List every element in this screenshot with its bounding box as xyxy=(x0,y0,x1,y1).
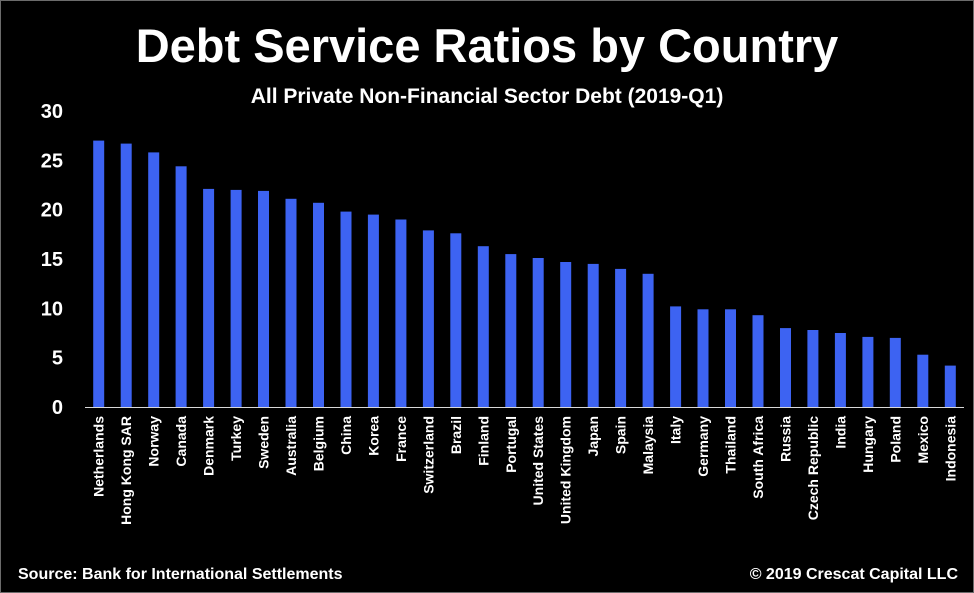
y-tick-label: 5 xyxy=(52,348,63,370)
x-tick-label: South Africa xyxy=(750,416,766,499)
bar-india xyxy=(834,333,846,407)
x-tick-label: Germany xyxy=(695,416,711,477)
bar-mexico xyxy=(917,354,929,407)
y-tick-label: 20 xyxy=(41,200,63,222)
x-tick-label: Italy xyxy=(668,416,684,444)
bar-australia xyxy=(285,198,297,407)
x-tick-label: Portugal xyxy=(503,416,519,473)
bar-poland xyxy=(889,337,901,407)
copyright-note: © 2019 Crescat Capital LLC xyxy=(749,566,958,583)
y-tick-label: 10 xyxy=(41,298,63,320)
bar-china xyxy=(340,211,352,407)
bar-spain xyxy=(615,268,627,407)
x-tick-label: Switzerland xyxy=(420,416,436,494)
bar-czech-republic xyxy=(807,330,819,407)
x-tick-label: Thailand xyxy=(723,416,739,474)
bar-united-states xyxy=(532,258,544,407)
bar-hungary xyxy=(862,336,874,407)
bar-korea xyxy=(367,214,379,407)
x-tick-label: Finland xyxy=(475,416,491,466)
x-tick-label: India xyxy=(832,416,848,449)
bar-thailand xyxy=(725,309,736,407)
x-tick-label: Canada xyxy=(173,416,189,467)
x-tick-label: Hong Kong SAR xyxy=(118,416,134,525)
x-tick-label: Japan xyxy=(585,416,601,456)
x-tick-label: United States xyxy=(530,416,546,506)
x-tick-label: Brazil xyxy=(448,416,464,454)
x-tick-label: Malaysia xyxy=(640,416,656,475)
bar-norway xyxy=(148,152,160,407)
bar-netherlands xyxy=(93,140,105,407)
bar-russia xyxy=(780,328,791,407)
x-tick-label: France xyxy=(393,416,409,462)
x-tick-label: Norway xyxy=(146,416,162,467)
y-tick-label: 0 xyxy=(52,397,63,419)
y-tick-label: 30 xyxy=(41,101,63,123)
x-tick-label: Czech Republic xyxy=(805,416,821,520)
x-tick-label: Poland xyxy=(887,416,903,463)
x-tick-label: Denmark xyxy=(201,416,217,476)
bar-brazil xyxy=(450,233,462,407)
bars xyxy=(93,140,956,407)
x-tick-label: Indonesia xyxy=(942,416,958,482)
bar-germany xyxy=(697,309,709,407)
x-tick-label: Korea xyxy=(365,416,381,456)
bar-france xyxy=(395,219,407,407)
bar-japan xyxy=(587,263,599,407)
x-axis-labels: Netherlands Hong Kong SAR Norway Canada Denm… xyxy=(91,416,959,525)
x-tick-label: Belgium xyxy=(311,416,327,471)
bar-united-kingdom xyxy=(560,262,572,407)
bar-hong-kong-sar xyxy=(120,143,132,407)
chart-subtitle: All Private Non-Financial Sector Debt (2… xyxy=(250,85,724,108)
bar-indonesia xyxy=(944,365,956,407)
bar-belgium xyxy=(313,202,324,407)
bar-turkey xyxy=(230,189,242,407)
x-tick-label: United Kingdom xyxy=(558,416,574,524)
y-axis-ticks: 0 5 10 15 20 25 30 xyxy=(41,101,63,419)
source-note: Source: Bank for International Settlemen… xyxy=(18,566,343,583)
x-tick-label: Australia xyxy=(283,416,299,476)
x-tick-label: Mexico xyxy=(915,416,931,463)
x-tick-label: Netherlands xyxy=(91,416,107,497)
bar-malaysia xyxy=(642,273,654,407)
x-tick-label: Spain xyxy=(613,416,629,454)
bar-finland xyxy=(477,246,489,407)
x-tick-label: Russia xyxy=(778,416,794,462)
x-tick-label: Turkey xyxy=(228,416,244,461)
chart-title: Debt Service Ratios by Country xyxy=(135,19,839,72)
bar-south-africa xyxy=(752,315,764,407)
bar-canada xyxy=(175,166,187,407)
x-tick-label: Sweden xyxy=(256,416,272,469)
bar-switzerland xyxy=(422,230,434,407)
x-tick-label: Hungary xyxy=(860,416,876,473)
bar-sweden xyxy=(258,190,269,407)
bar-portugal xyxy=(505,254,517,407)
y-tick-label: 25 xyxy=(41,150,63,172)
bar-italy xyxy=(670,306,682,407)
x-tick-label: China xyxy=(338,416,354,455)
y-tick-label: 15 xyxy=(41,249,63,271)
bar-denmark xyxy=(203,188,215,407)
